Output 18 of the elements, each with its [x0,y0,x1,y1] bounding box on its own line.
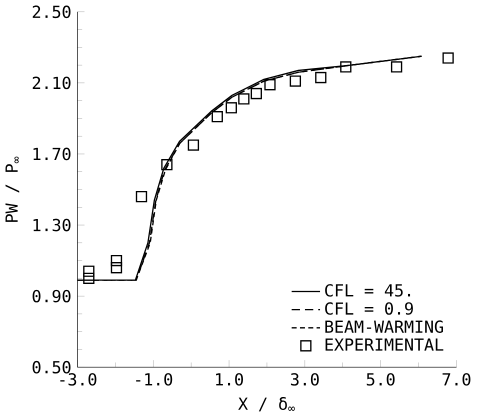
x-tick-label: -1.0 [136,373,172,386]
x-tick-label: 5.0 [366,373,395,386]
legend-label: CFL = 0.9 [325,302,413,315]
y-tick-label: 2.10 [32,76,70,90]
x-tick-label: -3.0 [60,373,96,386]
legend-label: EXPERIMENTAL [326,338,444,351]
y-tick-label: 2.50 [32,6,70,18]
legend-label: BEAM-WARMING [325,320,443,334]
y-tick-label: 0.50 [32,361,70,374]
x-axis-title: X / δ$_{∞}$ [238,397,295,412]
x-tick-label: 1.0 [216,373,243,386]
y-tick-label: 1.30 [34,218,70,232]
legend-label: CFL = 45. [325,284,410,297]
x-tick-label: 7.0 [442,373,470,386]
y-tick-label: 0.90 [32,290,70,303]
x-tick-label: 3.0 [290,373,319,386]
y-axis-title: PW / P$_{∞}$ [6,156,20,222]
y-tick-label: 1.70 [34,148,70,160]
